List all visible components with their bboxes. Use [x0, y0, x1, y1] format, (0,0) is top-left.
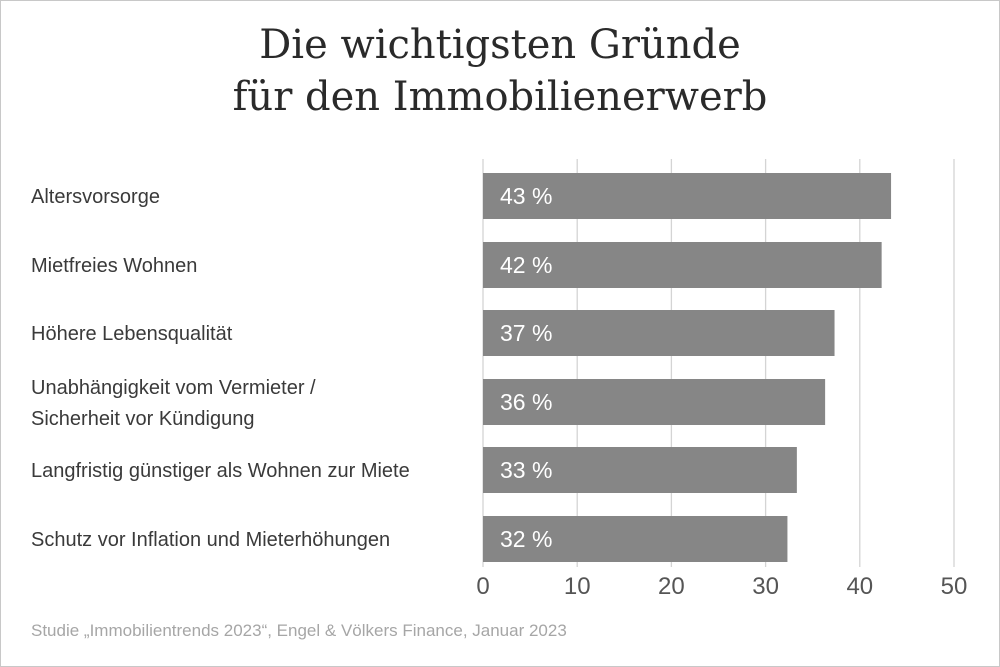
- category-label-line: Schutz vor Inflation und Mieterhöhungen: [31, 529, 390, 551]
- category-label-line: Unabhängigkeit vom Vermieter /: [31, 377, 316, 399]
- chart-title-line-1: Die wichtigsten Gründe: [259, 22, 741, 68]
- category-label: Langfristig günstiger als Wohnen zur Mie…: [31, 460, 410, 482]
- bar: [483, 516, 788, 562]
- category-label-line: Höhere Lebensqualität: [31, 323, 233, 345]
- bar-value-label: 37 %: [500, 320, 552, 346]
- category-label-line: Langfristig günstiger als Wohnen zur Mie…: [31, 460, 410, 482]
- bar: [483, 173, 892, 219]
- bar-value-label: 43 %: [500, 183, 552, 209]
- x-tick-label: 50: [941, 573, 968, 600]
- category-label: Altersvorsorge: [31, 186, 160, 208]
- bar: [483, 310, 835, 356]
- x-tick-label: 0: [476, 573, 489, 600]
- category-label: Höhere Lebensqualität: [31, 323, 233, 345]
- category-label: Mietfreies Wohnen: [31, 255, 197, 277]
- category-label-line: Sicherheit vor Kündigung: [31, 408, 254, 430]
- bar-value-label: 42 %: [500, 252, 552, 278]
- chart-title-line-2: für den Immobilienerwerb: [232, 74, 768, 120]
- x-tick-label: 30: [752, 573, 779, 600]
- chart-title: Die wichtigsten Gründe für den Immobilie…: [1, 19, 999, 123]
- source-note: Studie „Immobilientrends 2023“, Engel & …: [31, 621, 567, 640]
- bar-value-label: 36 %: [500, 389, 552, 415]
- category-label-line: Mietfreies Wohnen: [31, 255, 197, 277]
- bar-value-label: 33 %: [500, 457, 552, 483]
- bar: [483, 379, 826, 425]
- bar: [483, 242, 882, 288]
- category-label-line: Altersvorsorge: [31, 186, 160, 208]
- x-tick-label: 20: [658, 573, 685, 600]
- bar: [483, 447, 797, 493]
- bar-value-label: 32 %: [500, 526, 552, 552]
- category-label: Unabhängigkeit vom Vermieter / Sicherheit…: [31, 377, 316, 430]
- x-tick-label: 10: [564, 573, 591, 600]
- category-label: Schutz vor Inflation und Mieterhöhungen: [31, 529, 390, 551]
- x-tick-label: 40: [846, 573, 873, 600]
